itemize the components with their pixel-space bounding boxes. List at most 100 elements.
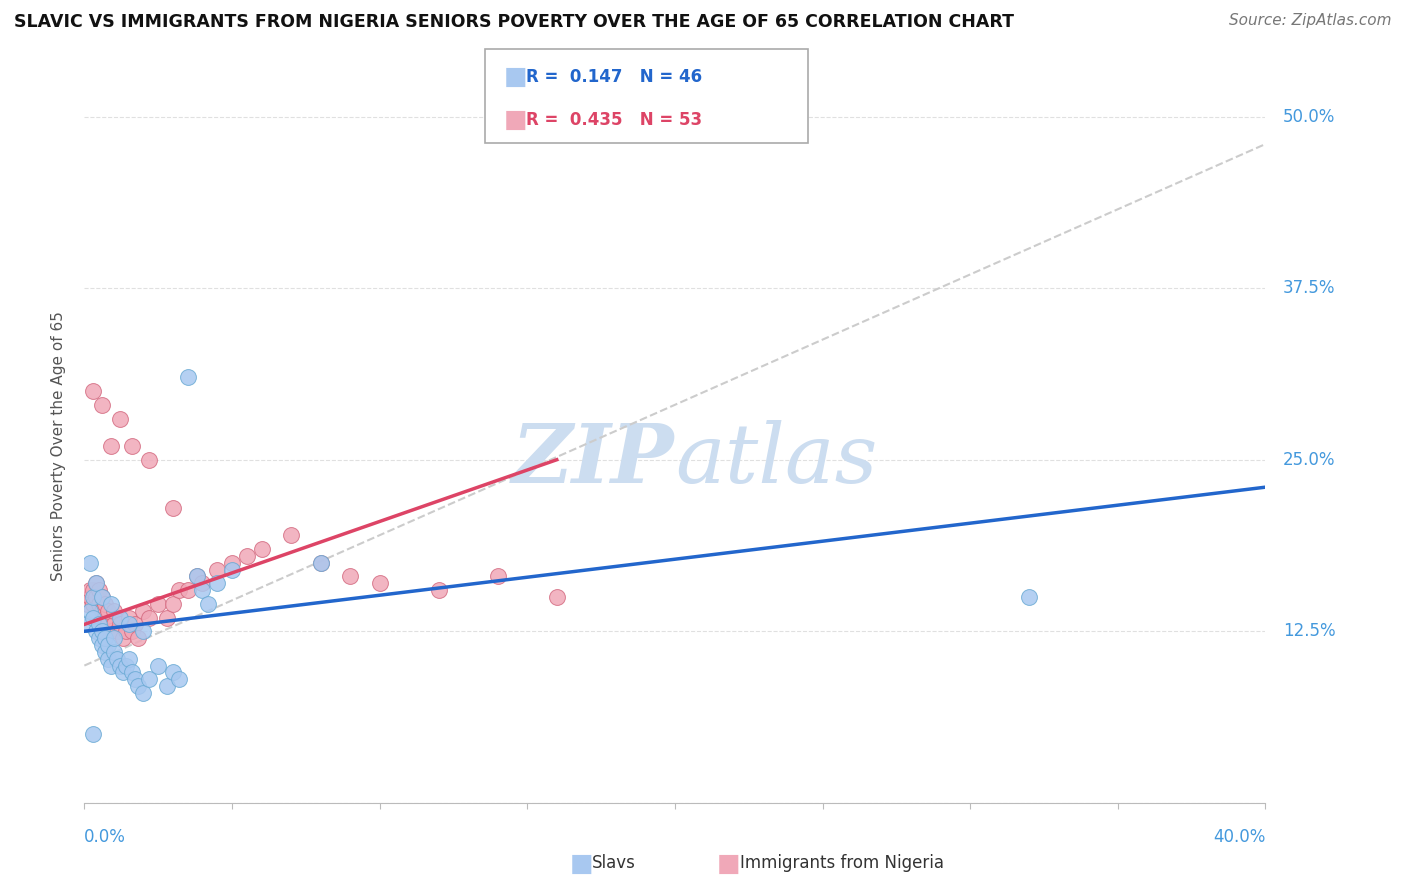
- Point: [103, 645, 125, 659]
- Point: [87, 631, 111, 645]
- Text: R =  0.147   N = 46: R = 0.147 N = 46: [526, 69, 702, 87]
- Point: [111, 665, 134, 680]
- Point: [94, 597, 117, 611]
- Y-axis label: Seniors Poverty Over the Age of 65: Seniors Poverty Over the Age of 65: [51, 311, 66, 581]
- Point: [91, 604, 114, 618]
- Point: [124, 617, 146, 632]
- Point: [339, 569, 361, 583]
- Point: [162, 597, 184, 611]
- Text: 50.0%: 50.0%: [1284, 108, 1336, 126]
- Point: [156, 679, 179, 693]
- Text: ZIP: ZIP: [512, 420, 675, 500]
- Point: [100, 439, 122, 453]
- Point: [108, 658, 131, 673]
- Point: [79, 604, 101, 618]
- Point: [177, 583, 200, 598]
- Point: [205, 562, 228, 576]
- Point: [79, 590, 101, 604]
- Point: [546, 590, 568, 604]
- Point: [132, 686, 155, 700]
- Point: [84, 576, 107, 591]
- Point: [309, 556, 332, 570]
- Point: [309, 556, 332, 570]
- Point: [82, 583, 104, 598]
- Point: [84, 576, 107, 591]
- Point: [76, 597, 98, 611]
- Point: [94, 610, 117, 624]
- Point: [79, 556, 101, 570]
- Point: [87, 617, 111, 632]
- Point: [94, 631, 117, 645]
- Text: Source: ZipAtlas.com: Source: ZipAtlas.com: [1229, 13, 1392, 29]
- Point: [127, 679, 149, 693]
- Point: [138, 673, 160, 687]
- Point: [84, 624, 107, 639]
- Point: [191, 583, 214, 598]
- Point: [94, 645, 117, 659]
- Point: [91, 624, 114, 639]
- Point: [205, 576, 228, 591]
- Point: [82, 590, 104, 604]
- Point: [97, 651, 120, 665]
- Point: [108, 610, 131, 624]
- Point: [76, 617, 98, 632]
- Point: [118, 610, 141, 624]
- Point: [82, 727, 104, 741]
- Point: [1018, 590, 1040, 604]
- Point: [118, 651, 141, 665]
- Point: [100, 597, 122, 611]
- Text: SLAVIC VS IMMIGRANTS FROM NIGERIA SENIORS POVERTY OVER THE AGE OF 65 CORRELATION: SLAVIC VS IMMIGRANTS FROM NIGERIA SENIOR…: [14, 13, 1014, 31]
- Point: [103, 617, 125, 632]
- Text: R =  0.435   N = 53: R = 0.435 N = 53: [526, 111, 702, 128]
- Point: [138, 452, 160, 467]
- Point: [108, 411, 131, 425]
- Point: [105, 651, 128, 665]
- Point: [97, 617, 120, 632]
- Point: [121, 665, 143, 680]
- Point: [221, 556, 243, 570]
- Point: [197, 597, 219, 611]
- Point: [127, 631, 149, 645]
- Point: [132, 604, 155, 618]
- Point: [121, 439, 143, 453]
- Point: [427, 583, 450, 598]
- Point: [114, 658, 136, 673]
- Point: [235, 549, 259, 563]
- Point: [84, 590, 107, 604]
- Text: ■: ■: [717, 852, 741, 875]
- Point: [87, 597, 111, 611]
- Point: [191, 576, 214, 591]
- Text: 0.0%: 0.0%: [84, 828, 127, 846]
- Point: [82, 384, 104, 398]
- Point: [138, 610, 160, 624]
- Point: [105, 624, 128, 639]
- Text: ■: ■: [503, 108, 527, 132]
- Point: [103, 631, 125, 645]
- Point: [97, 604, 120, 618]
- Text: Immigrants from Nigeria: Immigrants from Nigeria: [740, 855, 943, 872]
- Point: [91, 590, 114, 604]
- Point: [280, 528, 302, 542]
- Point: [368, 576, 391, 591]
- Point: [177, 370, 200, 384]
- Point: [148, 597, 170, 611]
- Point: [250, 541, 273, 556]
- Text: 12.5%: 12.5%: [1284, 623, 1336, 640]
- Point: [91, 590, 114, 604]
- Point: [186, 569, 208, 583]
- Point: [91, 638, 114, 652]
- Point: [91, 398, 114, 412]
- Point: [132, 624, 155, 639]
- Text: Slavs: Slavs: [592, 855, 636, 872]
- Point: [97, 638, 120, 652]
- Point: [82, 597, 104, 611]
- Point: [186, 569, 208, 583]
- Point: [118, 617, 141, 632]
- Point: [108, 617, 131, 632]
- Point: [121, 624, 143, 639]
- Point: [100, 658, 122, 673]
- Point: [148, 658, 170, 673]
- Text: atlas: atlas: [675, 420, 877, 500]
- Point: [167, 583, 190, 598]
- Point: [87, 583, 111, 598]
